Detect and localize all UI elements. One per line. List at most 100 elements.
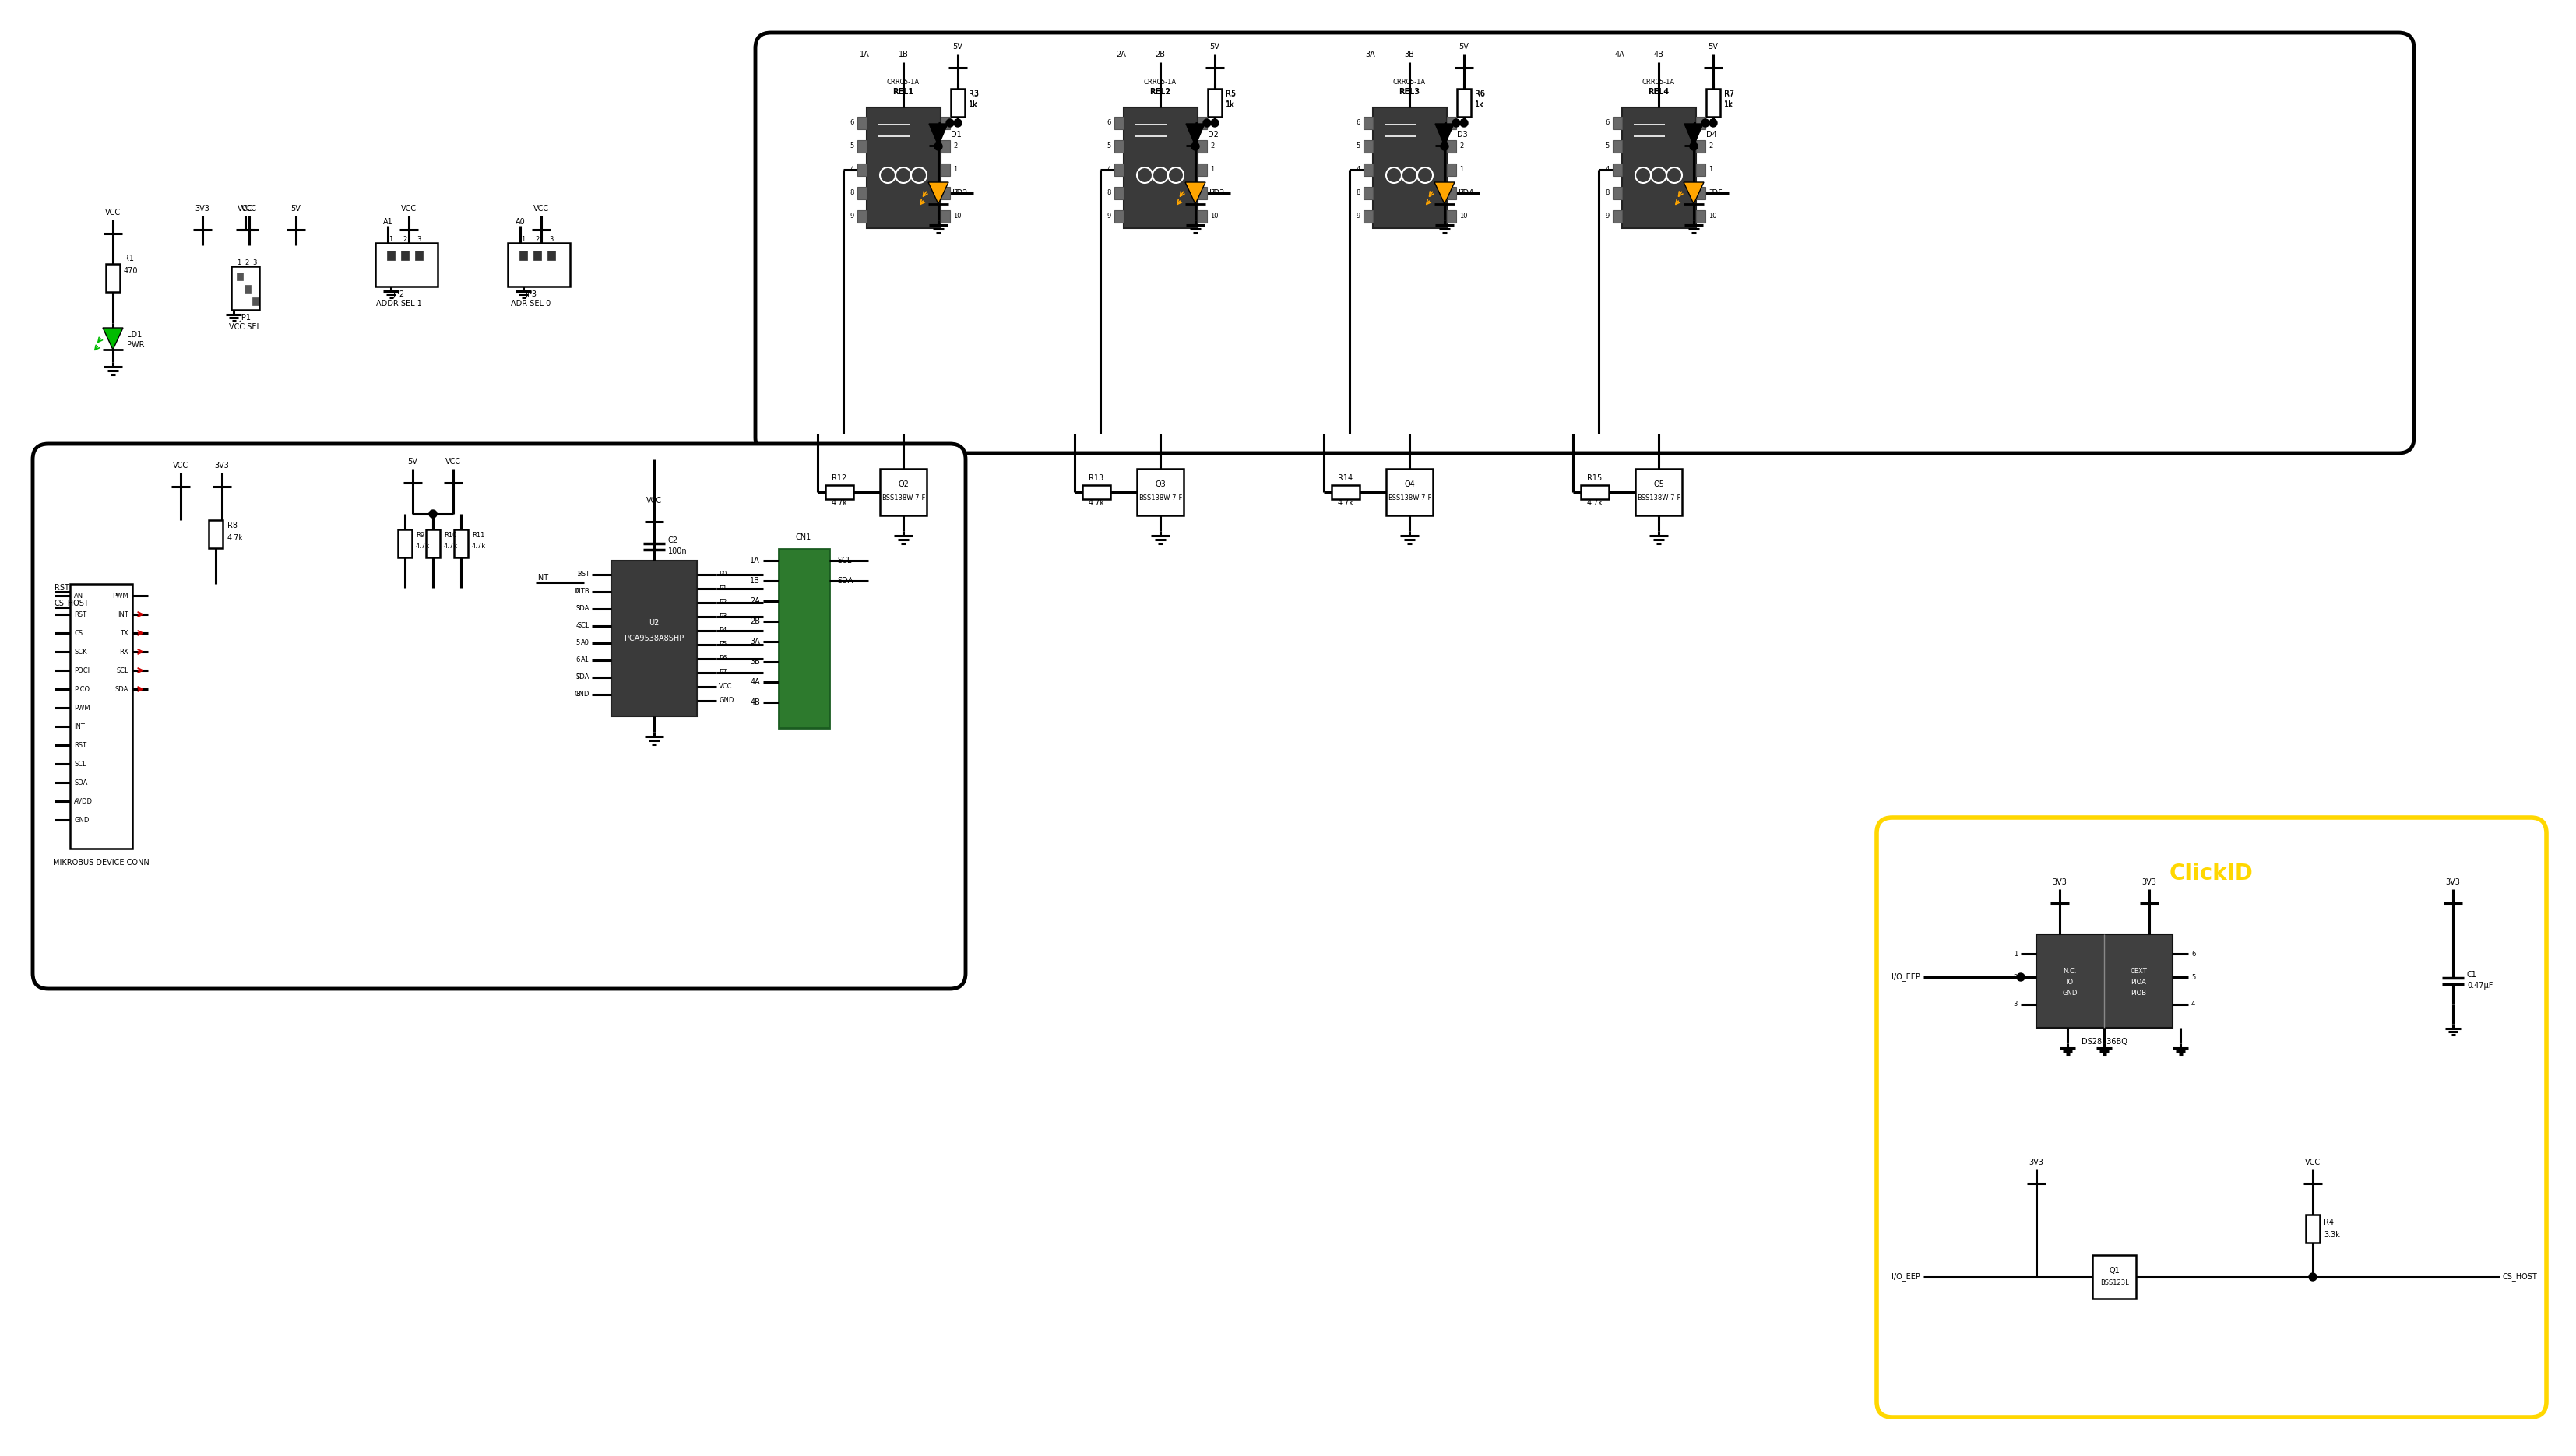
Circle shape [1193, 143, 1200, 150]
Text: 5V: 5V [1708, 42, 1718, 51]
Text: 2B: 2B [1154, 51, 1164, 58]
Bar [1458, 89, 1471, 116]
Text: 7: 7 [577, 674, 580, 681]
Text: 4.7k: 4.7k [415, 543, 430, 550]
Bar [1623, 108, 1695, 229]
Text: 4: 4 [850, 166, 855, 173]
Bar [1613, 140, 1623, 153]
Bar [858, 116, 866, 130]
Text: INT: INT [536, 574, 549, 581]
Text: 2: 2 [402, 236, 407, 243]
Bar [1613, 116, 1623, 130]
Text: PWR: PWR [126, 341, 144, 349]
Text: SDA: SDA [577, 606, 590, 613]
Polygon shape [1435, 124, 1453, 146]
Text: A0: A0 [582, 639, 590, 646]
Text: INTB: INTB [574, 588, 590, 596]
Bar [1613, 210, 1623, 223]
Text: 7: 7 [1461, 189, 1463, 197]
Bar [1115, 210, 1123, 223]
Text: CRR05-1A: CRR05-1A [1643, 79, 1674, 86]
Bar [1082, 485, 1110, 499]
Text: MIKROBUS DEVICE CONN: MIKROBUS DEVICE CONN [54, 859, 149, 866]
Text: R14: R14 [1337, 475, 1352, 482]
Text: GND: GND [2063, 990, 2076, 997]
Text: Q3: Q3 [1154, 480, 1167, 488]
Bar [1363, 163, 1373, 176]
Bar [1613, 163, 1623, 176]
Text: 1: 1 [520, 236, 526, 243]
Bar [951, 89, 966, 116]
Bar [376, 243, 438, 287]
Text: 4: 4 [1108, 166, 1110, 173]
Text: 8: 8 [577, 692, 580, 697]
Text: 1: 1 [1708, 166, 1713, 173]
Text: 3: 3 [2014, 1000, 2017, 1008]
FancyBboxPatch shape [755, 32, 2414, 453]
Text: 4.7k: 4.7k [1337, 499, 1355, 507]
Text: 1k: 1k [1476, 102, 1484, 109]
Text: R7: R7 [1723, 90, 1734, 99]
Circle shape [1703, 119, 1710, 127]
Text: POCI: POCI [75, 667, 90, 674]
Text: ADR SEL 0: ADR SEL 0 [510, 300, 551, 307]
Text: C1: C1 [2468, 971, 2478, 978]
Text: 6: 6 [2192, 951, 2195, 957]
Text: R3: R3 [969, 89, 979, 98]
Text: A1: A1 [582, 657, 590, 664]
Text: PWM: PWM [75, 705, 90, 712]
Bar [1198, 163, 1208, 176]
Text: 5: 5 [2192, 974, 2195, 981]
Bar [881, 469, 927, 515]
Polygon shape [1185, 124, 1206, 146]
Bar [70, 584, 131, 849]
Polygon shape [927, 182, 948, 204]
Text: 1: 1 [953, 166, 958, 173]
Text: 5: 5 [1358, 143, 1360, 150]
Bar [1363, 116, 1373, 130]
Text: RST: RST [54, 584, 70, 591]
Text: 7: 7 [1211, 189, 1213, 197]
Text: 4.7k: 4.7k [471, 543, 487, 550]
Text: 1k: 1k [1476, 100, 1484, 108]
Bar [824, 485, 853, 499]
Text: JP2: JP2 [392, 290, 404, 298]
Text: 3V3: 3V3 [2053, 878, 2066, 887]
Bar [611, 561, 698, 716]
Bar [425, 530, 440, 558]
Text: 2B: 2B [750, 617, 760, 625]
Bar [858, 186, 866, 199]
Text: AN: AN [75, 593, 82, 598]
Text: R11: R11 [471, 533, 484, 539]
Text: 5V: 5V [407, 457, 417, 466]
Text: 3A: 3A [1365, 51, 1376, 58]
Text: 8: 8 [1605, 189, 1610, 197]
Text: 4: 4 [1605, 166, 1610, 173]
Text: P1: P1 [719, 585, 726, 593]
Text: SDA: SDA [577, 674, 590, 681]
Text: R6: R6 [1476, 89, 1484, 98]
Bar [1115, 186, 1123, 199]
Bar [1695, 186, 1705, 199]
Text: R5: R5 [1226, 90, 1236, 99]
Text: 3V3: 3V3 [2445, 878, 2460, 887]
Text: PWM: PWM [113, 593, 129, 598]
Text: P4: P4 [719, 628, 726, 635]
Text: 2: 2 [1708, 143, 1713, 150]
Text: 100n: 100n [667, 547, 688, 555]
Text: 8: 8 [1108, 189, 1110, 197]
Bar [232, 266, 260, 310]
Text: VCC: VCC [647, 496, 662, 505]
Text: 1k: 1k [1723, 100, 1734, 108]
Bar [237, 272, 242, 281]
Text: 3V3: 3V3 [2030, 1159, 2043, 1166]
Text: TX: TX [121, 629, 129, 636]
Text: 10: 10 [1211, 213, 1218, 220]
Text: JP1: JP1 [240, 314, 250, 322]
Polygon shape [1435, 182, 1455, 204]
Bar [858, 140, 866, 153]
Text: 1: 1 [2014, 951, 2017, 957]
Text: ClickID: ClickID [2169, 863, 2254, 884]
Text: SCL: SCL [75, 760, 85, 767]
Polygon shape [1685, 182, 1703, 204]
